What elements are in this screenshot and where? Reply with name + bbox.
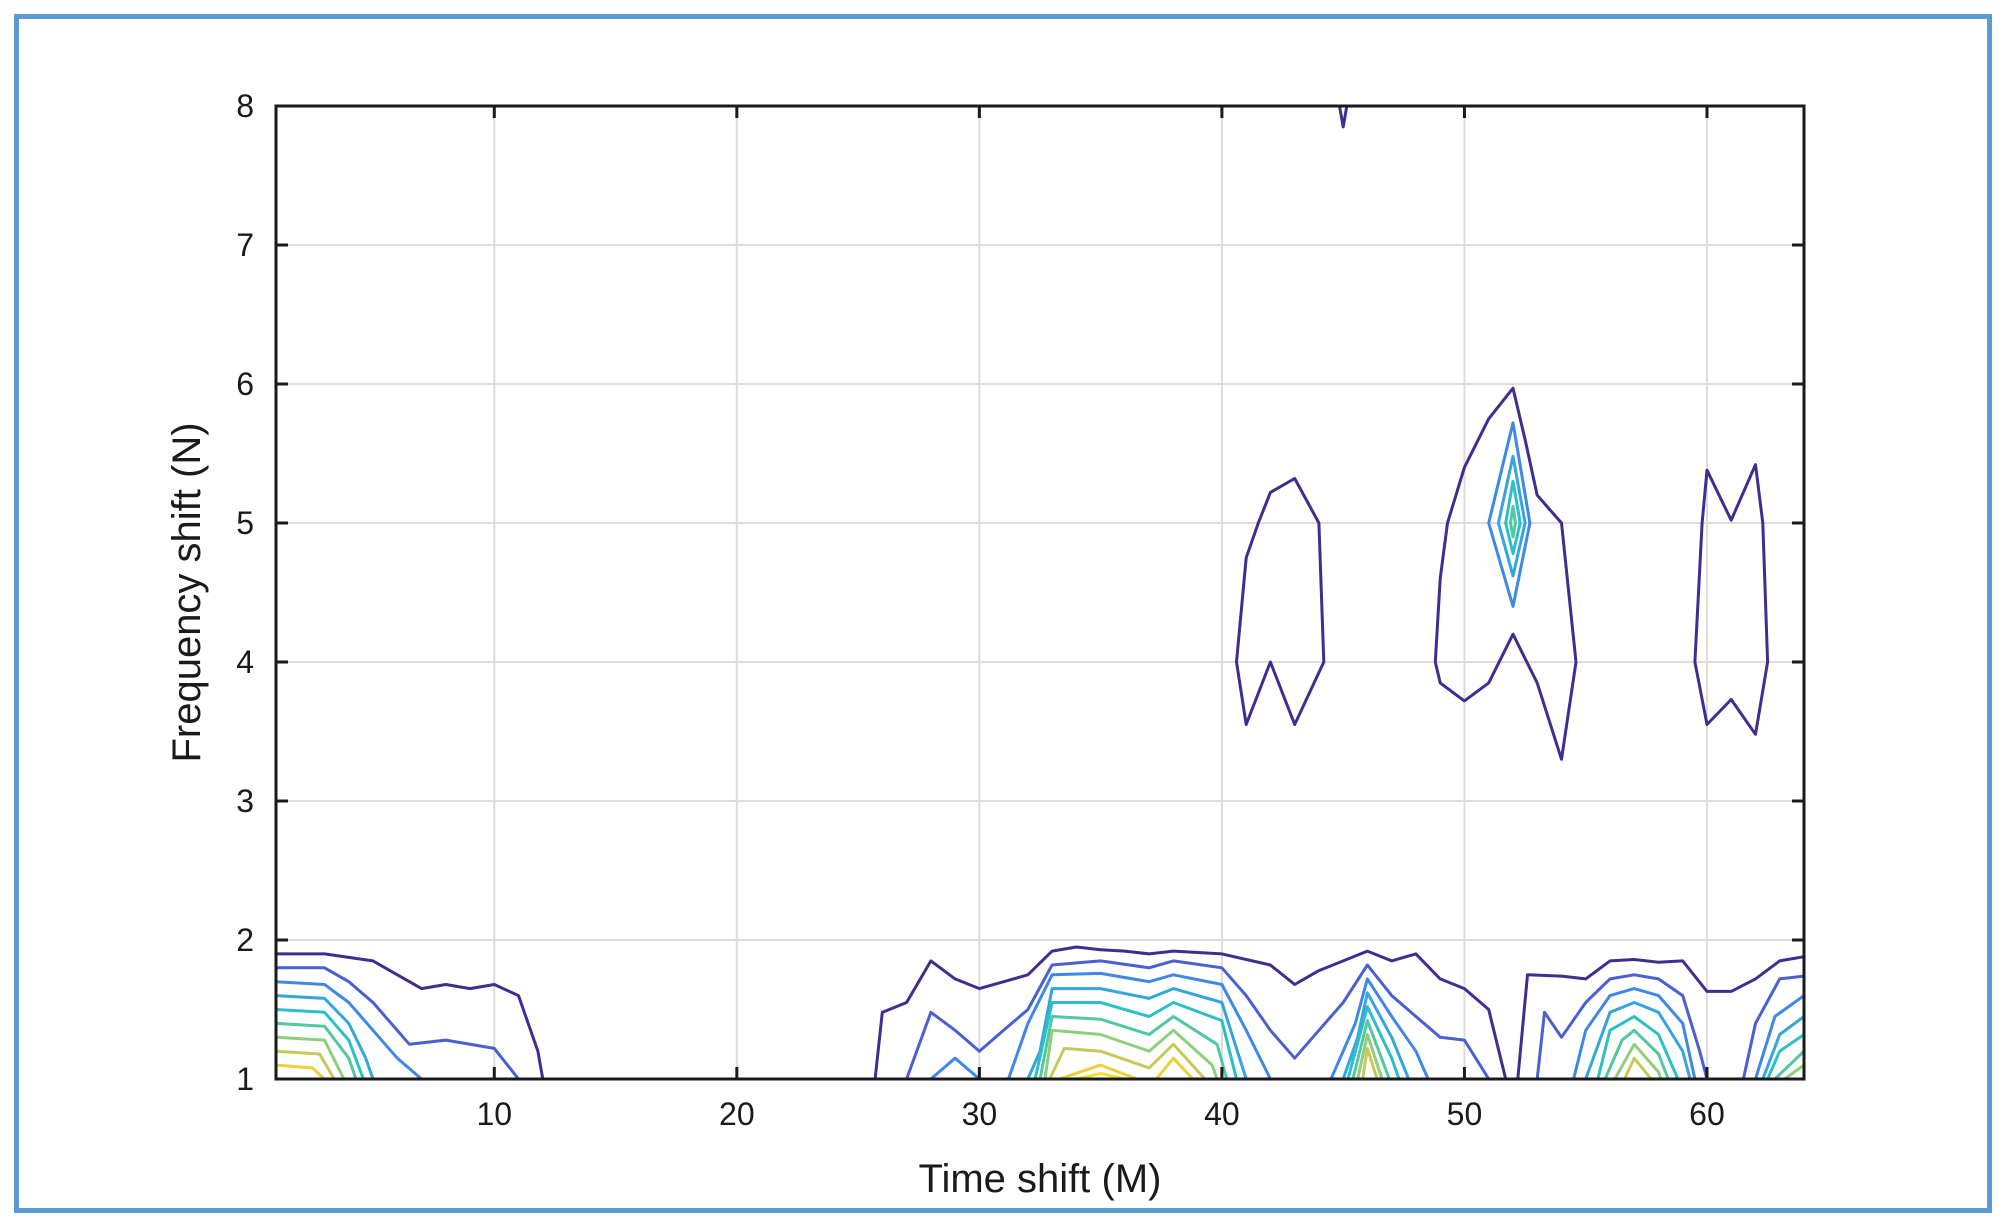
grid	[276, 106, 1804, 1079]
contour-line-level-8	[1048, 1042, 1207, 1081]
figure-frame	[14, 14, 1992, 1213]
contour-line-level-7	[1356, 1033, 1384, 1081]
contour-line-level-7	[274, 1035, 346, 1081]
contour-line-level-1	[873, 945, 1508, 1081]
contour-line-level-1	[1433, 386, 1578, 761]
contour-line-level-1	[274, 952, 545, 1081]
y-tick-label: 6	[236, 366, 254, 402]
contour-line-level-1	[1235, 477, 1326, 726]
contour-line-level-3	[1329, 977, 1430, 1081]
contour-line-level-5	[1596, 1015, 1806, 1081]
y-axis-label: Frequency shift (N)	[165, 422, 209, 762]
contour-line-level-8	[1361, 1046, 1379, 1081]
contour-line-level-6	[1509, 504, 1517, 539]
contour-line-level-2	[905, 959, 1491, 1081]
contour-line-level-3	[1487, 421, 1532, 608]
y-tick-label: 7	[236, 227, 254, 263]
x-tick-label: 20	[719, 1096, 755, 1132]
contour-lines	[274, 104, 1806, 1081]
contour-line-level-5	[1504, 479, 1522, 556]
contour-line-level-1	[1338, 104, 1349, 129]
contour-line-level-9	[274, 1063, 326, 1081]
contour-line-level-7	[1043, 1028, 1219, 1081]
contour-line-level-8	[274, 1049, 336, 1081]
contour-line-level-4	[1026, 987, 1248, 1081]
contour-line-level-2	[1535, 973, 1806, 1081]
contour-line-level-6	[274, 1021, 358, 1081]
contour-line-level-4	[274, 994, 375, 1081]
contour-line-level-3	[274, 980, 423, 1081]
x-axis-label: Time shift (M)	[919, 1157, 1162, 1201]
plot-area-border	[274, 104, 1806, 1081]
contour-line-level-6	[1038, 1015, 1229, 1081]
x-tick-label: 50	[1447, 1096, 1483, 1132]
contour-line-level-4	[1496, 454, 1527, 578]
axis-ticks: 10 20 30 40 50 60 1 2 3 4 5 6 7 8	[236, 88, 1804, 1132]
y-tick-label: 2	[236, 922, 254, 958]
x-tick-label: 40	[1204, 1096, 1240, 1132]
y-tick-label: 8	[236, 88, 254, 124]
y-tick-label: 1	[236, 1061, 254, 1097]
contour-line-level-5	[1033, 1001, 1238, 1081]
y-tick-label: 4	[236, 644, 254, 680]
x-tick-label: 30	[962, 1096, 998, 1132]
contour-line-level-10	[1074, 1071, 1127, 1081]
contour-line-level-2	[274, 966, 520, 1081]
contour-line-level-5	[274, 1008, 365, 1081]
contour-line-level-6	[1351, 1019, 1391, 1081]
contour-line-level-1	[1516, 955, 1806, 1081]
contour-line-level-3	[929, 971, 1272, 1081]
contour-line-level-8	[1623, 1056, 1653, 1081]
contour-line-level-1	[1693, 463, 1770, 736]
contour-line-level-7	[1613, 1042, 1806, 1081]
x-tick-label: 10	[476, 1096, 512, 1132]
y-tick-label: 3	[236, 783, 254, 819]
contour-line-level-4	[1341, 991, 1411, 1081]
y-tick-label: 5	[236, 505, 254, 541]
x-tick-label: 60	[1689, 1096, 1725, 1132]
contour-line-level-5	[1346, 1005, 1401, 1081]
contour-line-level-4	[1584, 1001, 1806, 1081]
contour-line-level-3	[1572, 987, 1806, 1081]
